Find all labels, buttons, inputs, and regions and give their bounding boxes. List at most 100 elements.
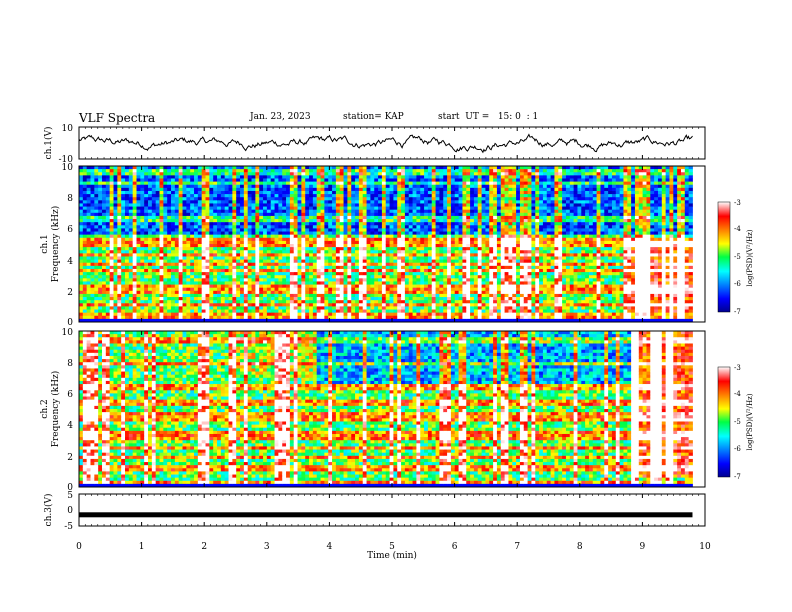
spec-cell: [129, 200, 133, 204]
spec-cell: [144, 285, 148, 289]
spec-cell: [102, 250, 106, 254]
spec-cell: [167, 285, 171, 289]
spec-cell: [140, 178, 144, 182]
spec-cell: [91, 238, 95, 242]
spec-cell: [225, 300, 229, 304]
spec-cell: [217, 225, 221, 229]
spec-cell: [221, 263, 225, 267]
spec-cell: [198, 207, 202, 211]
spec-cell: [98, 272, 102, 276]
spec-cell: [225, 238, 229, 242]
spec-cell: [94, 203, 98, 207]
spec-cell: [167, 219, 171, 223]
spec-cell: [175, 235, 179, 239]
spec-cell: [87, 297, 91, 301]
spec-cell: [240, 247, 244, 251]
spec-cell: [171, 263, 175, 267]
spec-cell: [179, 219, 183, 223]
spec-cell: [144, 269, 148, 273]
spec-cell: [140, 291, 144, 295]
spec-cell: [91, 244, 95, 248]
spec-cell: [91, 266, 95, 270]
spec-cell: [209, 275, 213, 279]
spec-cell: [202, 291, 206, 295]
spec-cell: [125, 216, 129, 220]
spec-cell: [102, 238, 106, 242]
spec-cell: [114, 275, 118, 279]
spec-cell: [91, 285, 95, 289]
spec-cell: [163, 288, 167, 292]
spec-cell: [144, 247, 148, 251]
spec-cell: [194, 281, 198, 285]
spec-cell: [148, 303, 152, 307]
spec-cell: [240, 169, 244, 173]
spec-cell: [140, 297, 144, 301]
spec-cell: [152, 310, 156, 314]
spec-cell: [202, 310, 206, 314]
spec-cell: [240, 278, 244, 282]
spec-cell: [167, 188, 171, 192]
spec-cell: [229, 241, 233, 245]
spec-cell: [94, 316, 98, 320]
spec-cell: [171, 275, 175, 279]
spec-cell: [148, 169, 152, 173]
spec-cell: [217, 203, 221, 207]
spec-cell: [129, 225, 133, 229]
spec-cell: [83, 194, 87, 198]
spec-cell: [94, 263, 98, 267]
spec-cell: [167, 175, 171, 179]
spec-cell: [114, 172, 118, 176]
spec-cell: [236, 178, 240, 182]
spec-cell: [202, 313, 206, 317]
spec-cell: [98, 294, 102, 298]
spec-cell: [98, 219, 102, 223]
spec-cell: [87, 232, 91, 236]
spec-cell: [94, 197, 98, 201]
spec-cell: [206, 216, 210, 220]
spec-cell: [106, 175, 110, 179]
spec-cell: [91, 210, 95, 214]
spec-cell: [140, 213, 144, 217]
spec-cell: [179, 260, 183, 264]
spec-cell: [179, 294, 183, 298]
spec-cell: [240, 210, 244, 214]
spec-cell: [83, 166, 87, 170]
spec-cell: [175, 306, 179, 310]
spec-cell: [236, 266, 240, 270]
spec-cell: [163, 303, 167, 307]
spec-cell: [213, 191, 217, 195]
spec-cell: [144, 210, 148, 214]
spec-cell: [144, 266, 148, 270]
spec-cell: [98, 235, 102, 239]
spec-cell: [163, 228, 167, 232]
spec-cell: [236, 316, 240, 320]
spec-cell: [186, 203, 190, 207]
spec-cell: [106, 313, 110, 317]
spec-cell: [232, 297, 236, 301]
spec-cell: [117, 185, 121, 189]
spec-cell: [198, 222, 202, 226]
spec-cell: [213, 244, 217, 248]
spec-cell: [106, 244, 110, 248]
spec-cell: [140, 266, 144, 270]
spec-cell: [190, 310, 194, 314]
spec-cell: [114, 294, 118, 298]
spec-cell: [148, 300, 152, 304]
spec-cell: [83, 203, 87, 207]
spec-cell: [125, 253, 129, 257]
spec-cell: [110, 297, 114, 301]
spec-cell: [186, 278, 190, 282]
spec-cell: [171, 291, 175, 295]
spec-cell: [206, 263, 210, 267]
spec-cell: [125, 166, 129, 170]
spec-cell: [198, 278, 202, 282]
spec-cell: [129, 275, 133, 279]
spec-cell: [79, 300, 83, 304]
spec-cell: [91, 222, 95, 226]
spec-cell: [194, 297, 198, 301]
spec-cell: [144, 244, 148, 248]
spec-cell: [167, 182, 171, 186]
spec-cell: [186, 191, 190, 195]
spec-cell: [171, 297, 175, 301]
spec-cell: [148, 207, 152, 211]
